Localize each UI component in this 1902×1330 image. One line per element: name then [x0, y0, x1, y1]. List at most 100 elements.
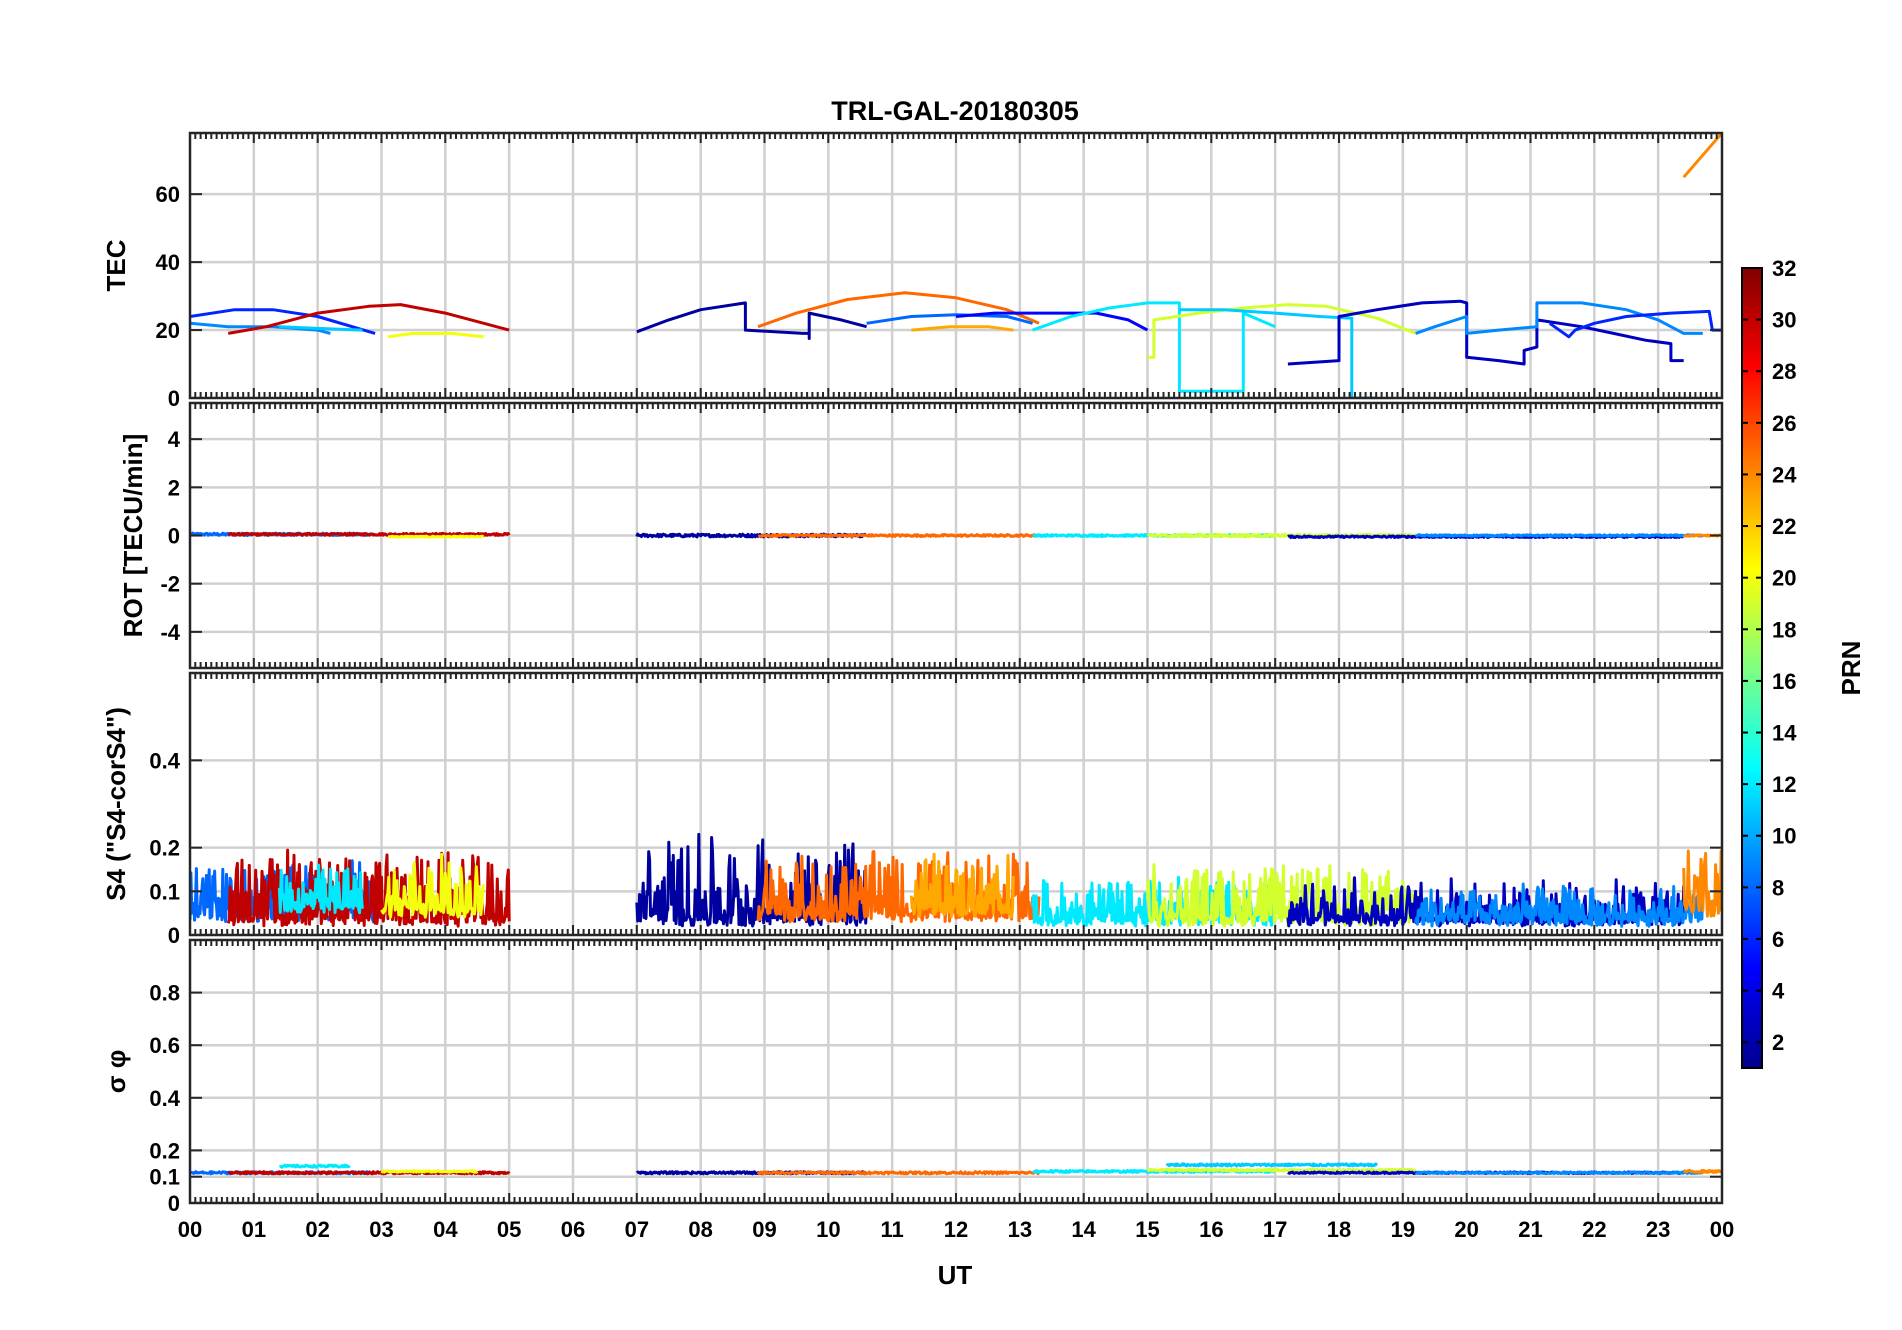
series-line-prn-9	[1414, 1170, 1704, 1175]
series-line-prn-9	[1415, 533, 1704, 538]
series-line-prn-2	[635, 832, 869, 928]
colorbar-tick-label: 30	[1772, 308, 1796, 333]
y-tick-label: 0	[168, 1191, 180, 1216]
series-line-prn-12	[277, 863, 364, 915]
series-line-prn-25	[757, 533, 1040, 538]
y-tick-label: 0	[168, 524, 180, 549]
series-line-prn-8	[866, 313, 1033, 325]
series-line-prn-2	[636, 301, 867, 340]
y-tick-label: 0.2	[149, 1138, 180, 1163]
colorbar-tick-label: 16	[1772, 669, 1796, 694]
colorbar-tick-label: 26	[1772, 411, 1796, 436]
series-line-prn-5	[955, 311, 1149, 332]
colorbar-tick-label: 20	[1772, 566, 1796, 591]
series-line-prn-24	[1683, 1168, 1722, 1174]
x-tick-label: 16	[1199, 1217, 1223, 1242]
series-line-prn-24	[1682, 133, 1722, 179]
series-line-prn-20	[380, 1169, 479, 1174]
series-line-prn-6	[1548, 309, 1722, 339]
colorbar-tick-label: 28	[1772, 359, 1796, 384]
panel-s4: 0 0.1 0.2 0.4 S4 ("S4-corS4")	[101, 671, 1724, 948]
y-tick-label: 4	[168, 427, 181, 452]
x-tick-label: 05	[497, 1217, 521, 1242]
colorbar-tick-label: 24	[1772, 462, 1797, 487]
y-tick-label: 60	[156, 182, 180, 207]
series-group	[190, 832, 1722, 928]
x-tick-label: 08	[688, 1217, 712, 1242]
x-tick-label: 00	[178, 1217, 202, 1242]
y-tick-label: 0.1	[149, 1165, 180, 1190]
x-tick-label: 10	[816, 1217, 840, 1242]
y-tick-label: 0.4	[149, 748, 180, 773]
x-tick-label: 13	[1008, 1217, 1032, 1242]
x-tick-label: 02	[305, 1217, 329, 1242]
series-line-prn-25	[757, 291, 1040, 329]
series-line-prn-3	[1287, 299, 1684, 366]
x-tick-label: 15	[1135, 1217, 1159, 1242]
series-group	[190, 133, 1722, 398]
y-tick-label: 0	[168, 386, 180, 411]
series-line-prn-25	[756, 1170, 1041, 1176]
series-line-prn-11	[1179, 308, 1378, 398]
y-tick-label: 0	[168, 923, 180, 948]
y-axis-label: S4 ("S4-corS4")	[101, 707, 131, 901]
x-tick-label: 07	[625, 1217, 649, 1242]
y-tick-label: -2	[160, 572, 180, 597]
y-tick-label: 0.4	[149, 1086, 180, 1111]
y-tick-label: 2	[168, 475, 180, 500]
x-tick-label: 23	[1646, 1217, 1670, 1242]
x-tick-label: 11	[881, 1217, 904, 1242]
series-group	[190, 1162, 1722, 1176]
colorbar-tick-label: 4	[1772, 979, 1785, 1004]
y-axis-label: σ φ	[101, 1050, 131, 1094]
x-tick-label: 19	[1391, 1217, 1415, 1242]
colorbar-tick-label: 14	[1772, 721, 1797, 746]
x-tick-label: 00	[1710, 1217, 1734, 1242]
y-tick-label: 0.1	[149, 879, 180, 904]
x-tick-label: 01	[242, 1217, 266, 1242]
panel-sigma_phi: 00.10.2 0.4 0.6 0.8 σ φ	[101, 938, 1724, 1216]
series-line-prn-9	[1414, 882, 1705, 928]
y-tick-label: 0.6	[149, 1033, 180, 1058]
series-line-prn-12	[1032, 301, 1276, 393]
series-line-prn-12	[278, 1163, 351, 1169]
series-line-prn-11	[1165, 1162, 1379, 1168]
x-tick-label: 03	[369, 1217, 393, 1242]
plot-frame	[188, 671, 1724, 937]
series-line-prn-23	[911, 325, 1014, 332]
x-tick-label: 21	[1518, 1217, 1542, 1242]
y-axis-label: TEC	[101, 239, 131, 291]
panel-rot: -4 -2 0 2 4 ROT [TECU/min]	[118, 401, 1724, 670]
y-tick-label: 0.2	[149, 836, 180, 861]
x-tick-label: 14	[1071, 1217, 1096, 1242]
y-tick-label: 20	[156, 318, 180, 343]
x-tick-label: 17	[1263, 1217, 1287, 1242]
x-tick-label: 22	[1582, 1217, 1606, 1242]
colorbar-tick-label: 22	[1772, 514, 1796, 539]
plot-frame	[188, 938, 1724, 1205]
x-axis-label: UT	[938, 1260, 973, 1290]
panel-tec: 0 20 40 60 TEC	[101, 131, 1724, 411]
colorbar-gradient	[1741, 267, 1763, 1069]
series-group	[190, 531, 1722, 539]
x-tick-label: 04	[433, 1217, 458, 1242]
x-tick-label: 09	[752, 1217, 776, 1242]
plot-frame	[188, 131, 1724, 400]
series-line-prn-9	[190, 321, 331, 335]
chart-title: TRL-GAL-20180305	[831, 96, 1079, 126]
colorbar-tick-label: 18	[1772, 617, 1796, 642]
y-axis-label: ROT [TECU/min]	[118, 434, 148, 638]
series-line-prn-30	[227, 531, 511, 537]
series-line-prn-30	[228, 303, 510, 335]
series-line-prn-9	[1415, 301, 1703, 335]
series-line-prn-24	[1682, 849, 1722, 918]
series-line-prn-19	[1146, 1167, 1417, 1173]
y-tick-label: -4	[160, 620, 180, 645]
series-line-prn-23	[909, 852, 1015, 919]
x-tick-label: 12	[944, 1217, 968, 1242]
colorbar-label: PRN	[1836, 641, 1866, 696]
